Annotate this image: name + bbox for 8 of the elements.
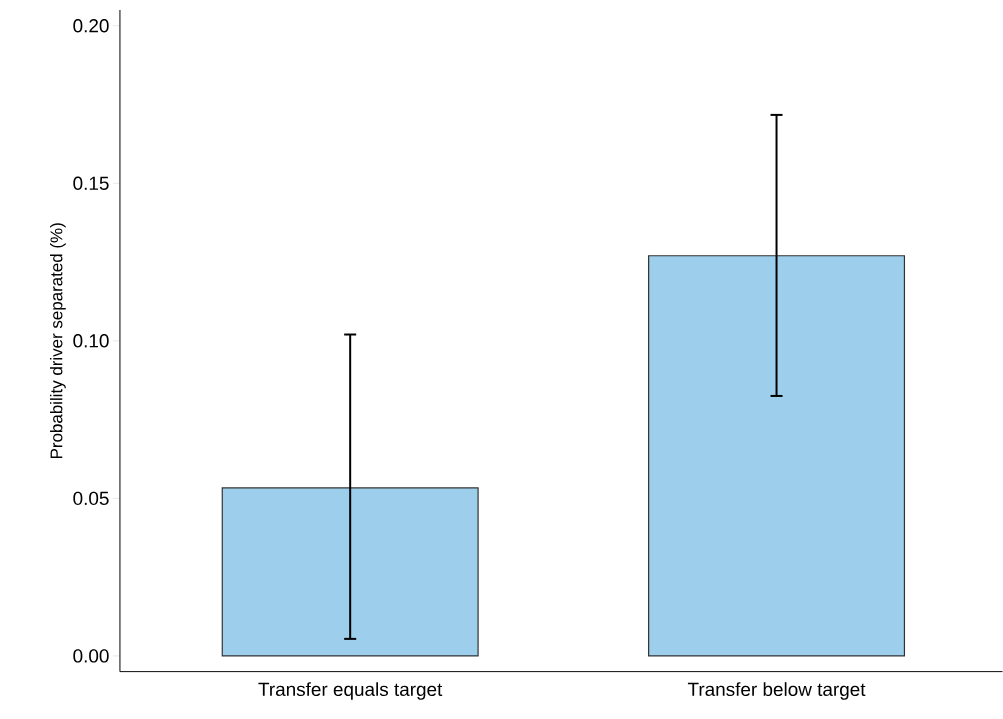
x-tick-label: Transfer below target [687, 682, 866, 700]
y-tick-label: 0.15 [73, 176, 109, 191]
y-tick-label: 0.10 [73, 334, 109, 348]
y-tick-label: 0.20 [73, 19, 109, 33]
x-tick-label: Transfer equals target [258, 682, 443, 700]
y-tick-label: 0.05 [73, 491, 109, 506]
y-tick-label: 0.00 [73, 649, 109, 663]
y-axis-title: Probability driver separated (%) [50, 223, 66, 459]
